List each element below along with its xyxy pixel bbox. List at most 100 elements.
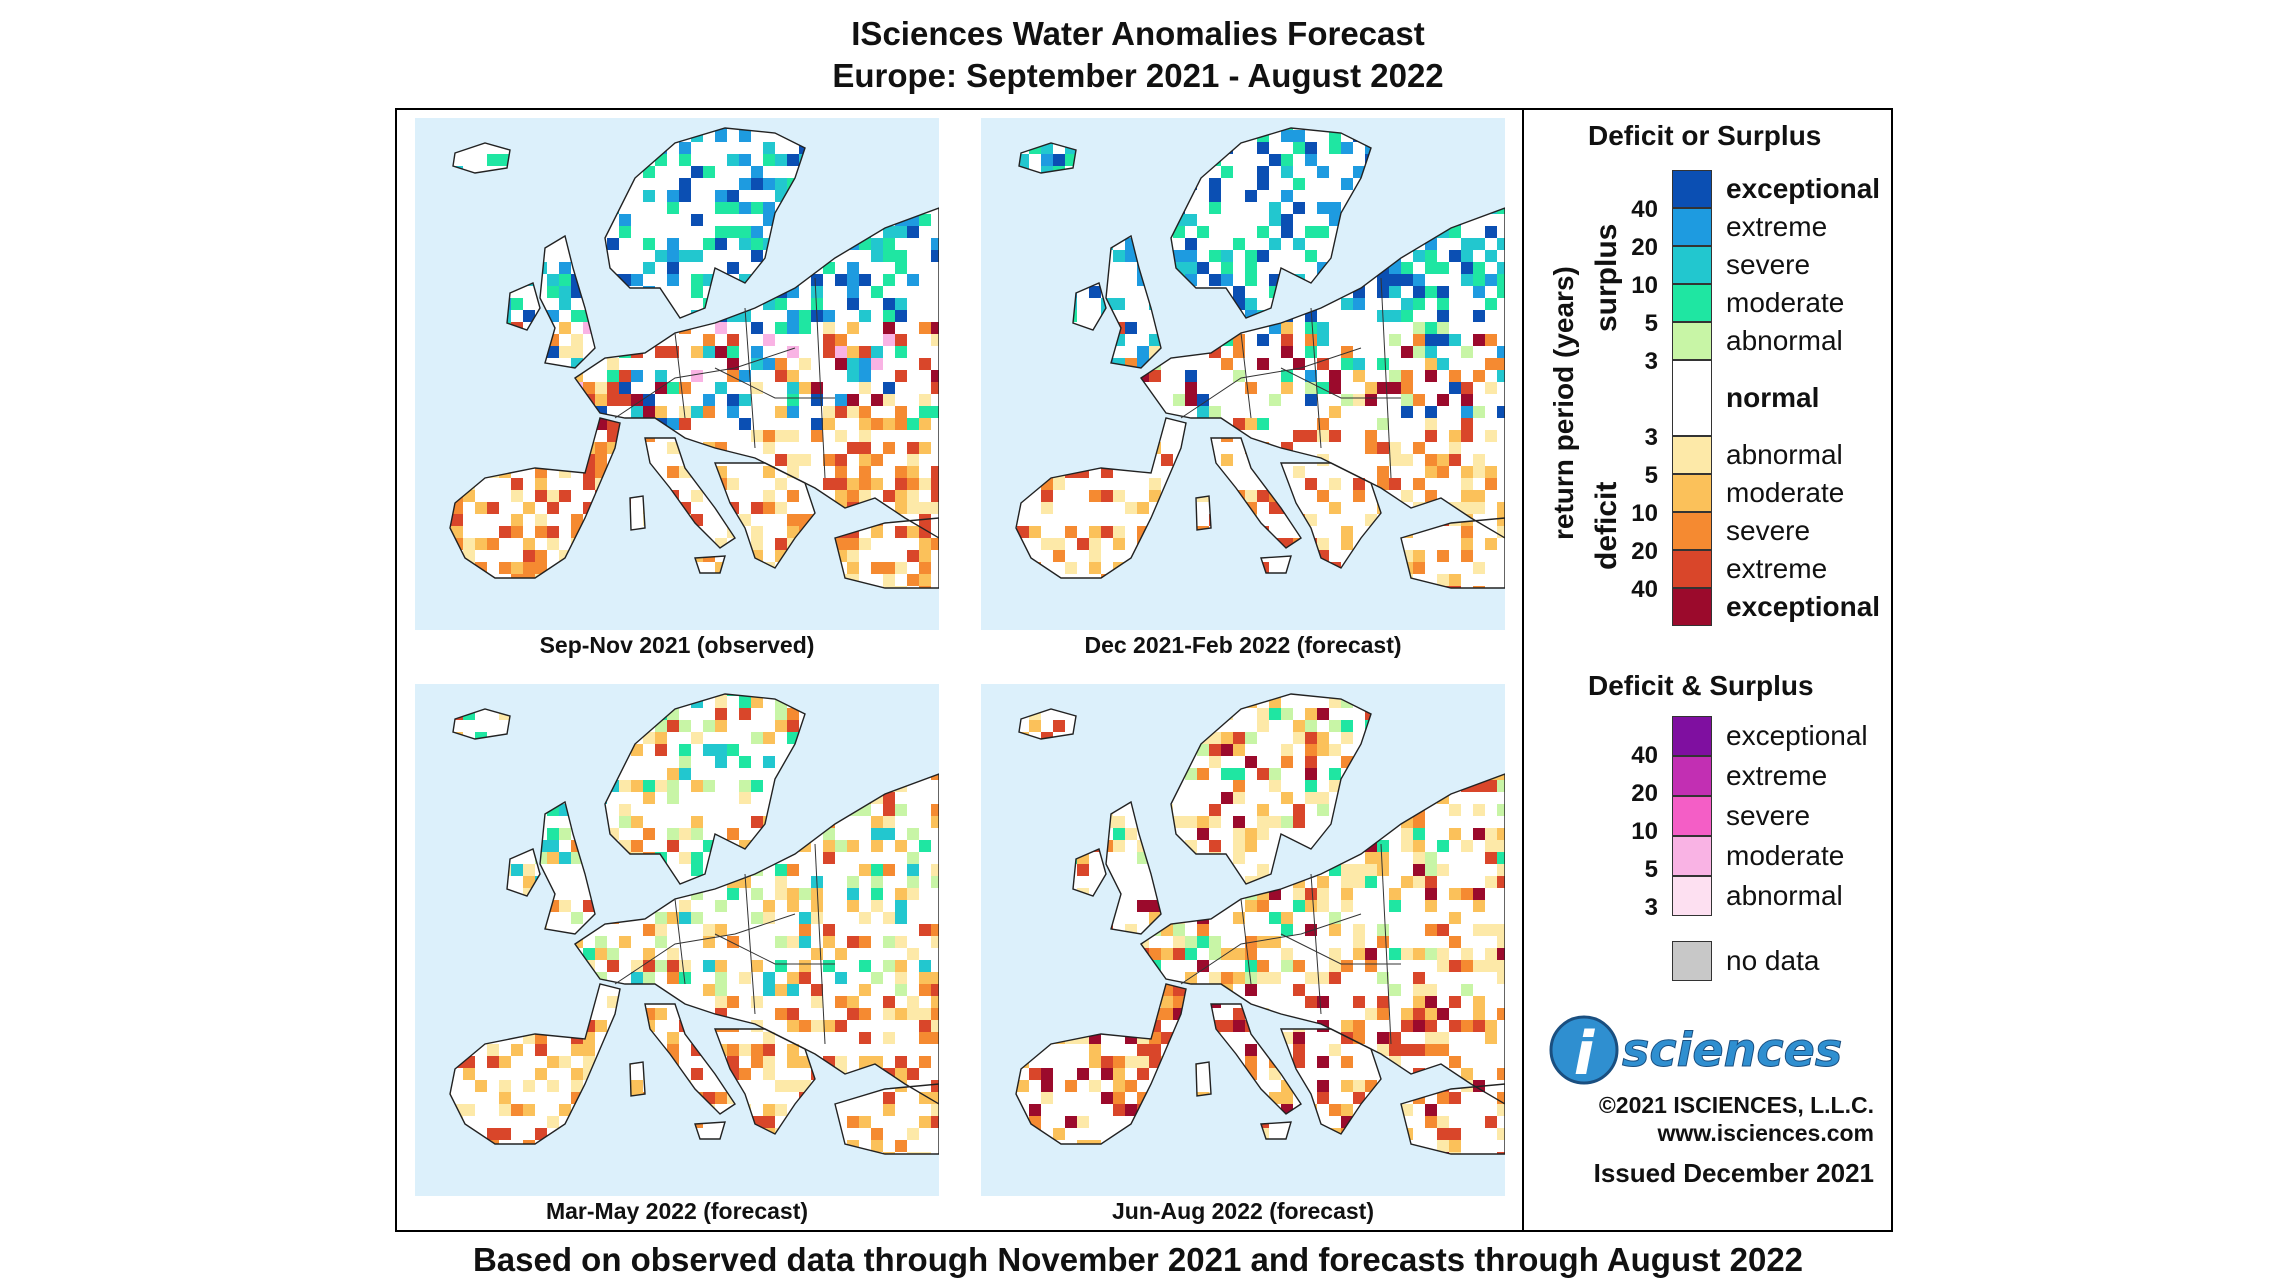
- outline-ireland: [1072, 848, 1107, 897]
- europe-map-2: [1015, 127, 1505, 589]
- swatch-surplus-exceptional: [1672, 170, 1712, 208]
- outline-balkans: [1279, 1028, 1382, 1135]
- label-surplus-moderate: moderate: [1726, 287, 1845, 318]
- swatch-surplus-moderate: [1672, 284, 1712, 322]
- outline-sicily: [694, 555, 726, 574]
- outline-sardinia: [1195, 495, 1212, 531]
- label-both-severe: severe: [1726, 800, 1811, 831]
- swatch-surplus-abnormal: [1672, 322, 1712, 360]
- label-surplus-exceptional: exceptional: [1726, 173, 1881, 204]
- label-both-extreme: extreme: [1726, 760, 1828, 791]
- tick-surplus-10: 10: [1631, 272, 1658, 299]
- outline-mainland: [574, 773, 939, 1105]
- panel-caption-2: Dec 2021-Feb 2022 (forecast): [1084, 632, 1402, 658]
- swatch-normal: [1672, 360, 1712, 436]
- map-panel-mar-may-2022: [415, 684, 939, 1196]
- outline-sardinia: [629, 495, 646, 531]
- outline-great-britain: [1105, 234, 1162, 369]
- country-border-4: [814, 843, 826, 1045]
- outline-turkey: [834, 517, 939, 589]
- swatch-both-exceptional: [1672, 716, 1712, 756]
- country-border-1: [614, 347, 796, 419]
- outline-italy: [644, 1003, 736, 1115]
- outline-sardinia: [1195, 1061, 1212, 1097]
- copyright: ©2021 ISCIENCES, L.L.C.: [1598, 1092, 1874, 1118]
- tick-surplus-5: 5: [1644, 310, 1658, 337]
- outline-iberia: [449, 983, 621, 1145]
- country-border-4: [1380, 277, 1392, 479]
- outline-great-britain: [1105, 800, 1162, 935]
- panel-caption-4: Jun-Aug 2022 (forecast): [1111, 1198, 1374, 1224]
- swatch-deficit-severe: [1672, 512, 1712, 550]
- logo-letter: i: [1574, 1019, 1596, 1086]
- footer-note: Based on observed data through November …: [472, 1241, 1804, 1278]
- tick-deficit-20: 20: [1631, 538, 1658, 565]
- outline-great-britain: [539, 234, 596, 369]
- logo-word: sciences: [1622, 1023, 1842, 1077]
- tick-surplus-20: 20: [1631, 234, 1658, 261]
- label-deficit-severe: severe: [1726, 515, 1811, 546]
- tick-deficit-3: 3: [1644, 424, 1658, 451]
- land-sardinia: [630, 496, 645, 530]
- land-turkey: [1401, 1084, 1505, 1154]
- country-border-2: [674, 332, 686, 419]
- country-border-1: [1180, 347, 1362, 419]
- country-border-3: [1310, 307, 1322, 449]
- outline-sicily: [1260, 1121, 1292, 1140]
- label-normal: normal: [1726, 382, 1820, 413]
- outline-ireland: [1072, 282, 1107, 331]
- country-border-1: [614, 913, 796, 985]
- outline-great-britain: [539, 800, 596, 935]
- swatch-both-moderate: [1672, 836, 1712, 876]
- legend-heading-deficit-or-surplus: Deficit or Surplus: [1588, 120, 1822, 151]
- map-panel-jun-aug-2022: [981, 684, 1505, 1196]
- outline-ireland: [506, 282, 541, 331]
- tick-both-5: 5: [1644, 856, 1658, 883]
- legend-axis-label: return period (years): [1548, 266, 1579, 540]
- europe-map-3: [449, 693, 939, 1155]
- swatch-no-data: [1672, 941, 1712, 981]
- outline-mainland: [1140, 207, 1505, 539]
- country-border-2: [1240, 332, 1252, 419]
- outline-iceland: [1018, 708, 1077, 740]
- issued-date: Issued December 2021: [1593, 1158, 1874, 1188]
- outline-iberia: [1015, 983, 1187, 1145]
- outline-italy: [1210, 437, 1302, 549]
- outline-italy: [1210, 1003, 1302, 1115]
- country-border-5: [1280, 933, 1401, 965]
- panel-caption-3: Mar-May 2022 (forecast): [545, 1198, 809, 1224]
- outline-scandinavia: [1170, 127, 1372, 319]
- outline-iberia: [449, 417, 621, 579]
- europe-map-4: [1015, 693, 1505, 1155]
- tick-both-10: 10: [1631, 818, 1658, 845]
- title-line-2: Europe: September 2021 - August 2022: [832, 57, 1444, 94]
- label-both-exceptional: exceptional: [1726, 720, 1868, 751]
- outline-sicily: [694, 1121, 726, 1140]
- land-sardinia: [1196, 496, 1211, 530]
- outline-mainland: [1140, 773, 1505, 1105]
- tick-both-20: 20: [1631, 780, 1658, 807]
- website-link[interactable]: www.isciences.com: [1657, 1120, 1874, 1146]
- label-deficit-extreme: extreme: [1726, 553, 1828, 584]
- outline-scandinavia: [604, 127, 806, 319]
- legend-heading-deficit-and-surplus: Deficit & Surplus: [1588, 670, 1814, 701]
- tick-deficit-40: 40: [1631, 576, 1658, 603]
- swatch-surplus-severe: [1672, 246, 1712, 284]
- outline-balkans: [713, 462, 816, 569]
- outline-scandinavia: [604, 693, 806, 885]
- country-border-3: [744, 307, 756, 449]
- country-border-3: [1310, 873, 1322, 1015]
- panel-caption-1: Sep-Nov 2021 (observed): [539, 632, 815, 658]
- country-border-1: [1180, 913, 1362, 985]
- tick-deficit-5: 5: [1644, 462, 1658, 489]
- isciences-logo: i sciences: [1549, 1015, 1843, 1086]
- swatch-surplus-extreme: [1672, 208, 1712, 246]
- swatch-deficit-abnormal: [1672, 436, 1712, 474]
- label-surplus-extreme: extreme: [1726, 211, 1828, 242]
- land-sardinia: [1196, 1062, 1211, 1096]
- country-border-5: [714, 367, 835, 399]
- outline-iceland: [452, 142, 511, 174]
- tick-both-3: 3: [1644, 894, 1658, 921]
- country-border-4: [814, 277, 826, 479]
- label-surplus-severe: severe: [1726, 249, 1811, 280]
